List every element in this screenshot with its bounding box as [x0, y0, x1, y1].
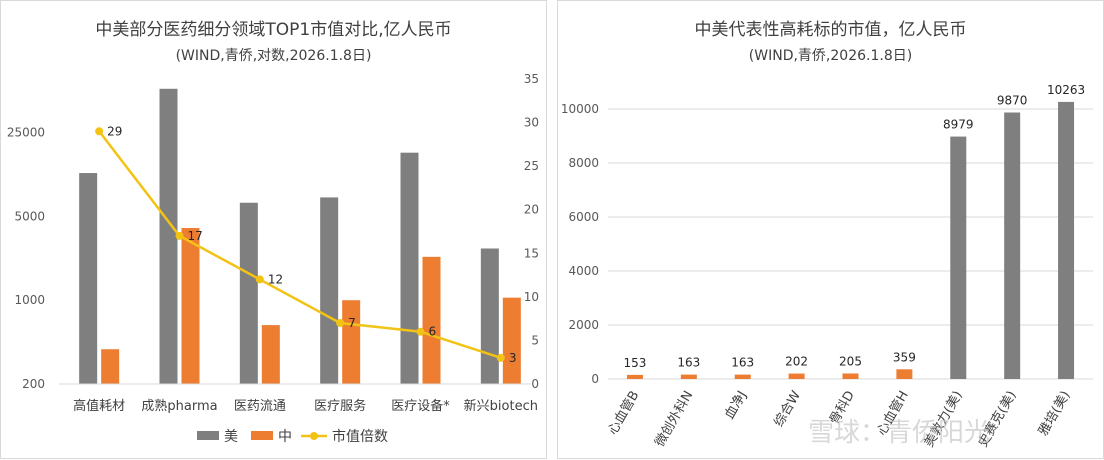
bar [950, 136, 967, 379]
line-data-label: 17 [188, 229, 203, 243]
line-marker [416, 327, 425, 336]
bar-us [320, 197, 339, 384]
legend-swatch-cn [251, 431, 273, 440]
line-data-label: 3 [509, 351, 517, 365]
y-tick-label: 2000 [568, 318, 599, 332]
y-tick-label: 25000 [7, 126, 45, 140]
y-tick-label: 8000 [568, 156, 599, 170]
y2-tick-label: 20 [524, 203, 539, 217]
line-data-label: 6 [429, 325, 437, 339]
y-tick-label: 4000 [568, 264, 599, 278]
bar [734, 374, 751, 379]
x-category-label: 医疗设备* [391, 398, 450, 414]
line-ratio [98, 130, 502, 360]
x-category-label: 医药流通 [234, 399, 286, 414]
bar-data-label: 10263 [1047, 83, 1085, 97]
left-chart-svg: 200 1000 5000 25000 0 5 10 15 20 25 30 35 高值耗材 成熟phar… [7, 72, 539, 445]
bar-data-label: 359 [893, 350, 916, 364]
y2-tick-label: 15 [524, 246, 539, 260]
bar-cn [342, 300, 361, 384]
bar [1004, 112, 1021, 379]
bar [842, 373, 859, 379]
line-marker [255, 275, 264, 284]
bar-data-label: 163 [677, 356, 700, 370]
legend-marker-ratio [310, 432, 318, 440]
line-marker [175, 231, 184, 240]
right-chart-svg: 0 2000 4000 6000 8000 10000 153 心血管B 163 微创外科N 163… [561, 83, 1093, 450]
line-data-label: 12 [268, 272, 283, 286]
y2-tick-label: 5 [531, 333, 539, 347]
bar-cn [261, 325, 280, 384]
bar-cn [101, 349, 120, 384]
line-data-label: 7 [348, 316, 356, 330]
y-tick-label: 1000 [14, 293, 45, 307]
watermark: 雪球：青侨阳光 [808, 418, 990, 448]
x-category-label: 医疗服务 [314, 398, 366, 414]
bar-data-label: 205 [839, 354, 862, 368]
y2-tick-label: 30 [524, 116, 539, 130]
legend-label-ratio: 市值倍数 [332, 428, 388, 445]
bar [626, 374, 643, 379]
bar-cn [422, 256, 441, 384]
line-data-label: 29 [107, 124, 122, 138]
bar-us [159, 88, 178, 385]
bar [788, 373, 805, 379]
left-chart-panel: 中美部分医药细分领域TOP1市值对比,亿人民币 (WIND,青侨,对数,2026… [0, 0, 547, 459]
x-category-label: 雅培(美) [1035, 388, 1073, 439]
line-marker [496, 353, 505, 362]
y-tick-label: 5000 [14, 209, 45, 223]
bar-us [79, 173, 98, 384]
y2-tick-label: 0 [531, 377, 539, 391]
x-category-label: 新兴biotech [464, 398, 538, 414]
right-chart-subtitle: (WIND,青侨,2026.1.8日) [748, 48, 913, 64]
x-category-label: 高值耗材 [73, 398, 125, 414]
bar-us [239, 202, 258, 384]
x-category-label: 微创外科N [652, 389, 696, 450]
right-chart-title: 中美代表性高耗标的市值，亿人民币 [694, 20, 967, 40]
x-category-label: 心血管B [605, 389, 642, 438]
y2-tick-label: 25 [524, 159, 539, 173]
y2-tick-label: 10 [524, 290, 539, 304]
x-category-label: 血净J [722, 389, 750, 422]
line-marker [95, 127, 104, 136]
left-chart-title: 中美部分医药细分领域TOP1市值对比,亿人民币 [95, 20, 452, 40]
y-tick-label: 200 [22, 377, 45, 391]
bar-data-label: 163 [731, 356, 754, 370]
x-category-label: 综合W [772, 388, 804, 429]
bar [1058, 101, 1075, 380]
bar-cn [181, 228, 200, 384]
bar-cn [502, 297, 521, 384]
bar [896, 369, 913, 379]
bar [680, 374, 697, 379]
right-chart-panel: 中美代表性高耗标的市值，亿人民币 (WIND,青侨,2026.1.8日) 0 20… [557, 0, 1104, 459]
left-chart-subtitle: (WIND,青侨,对数,2026.1.8日) [175, 48, 372, 64]
bar-data-label: 202 [785, 355, 808, 369]
y-tick-label: 6000 [568, 210, 599, 224]
legend-label-us: 美 [224, 429, 238, 445]
line-marker [336, 319, 345, 327]
legend-swatch-us [197, 431, 219, 440]
bar-data-label: 9870 [997, 94, 1028, 108]
bar-us [400, 152, 419, 384]
bar-data-label: 153 [623, 356, 646, 370]
y-tick-label: 0 [591, 372, 599, 386]
legend-label-cn: 中 [278, 429, 292, 445]
y2-tick-label: 35 [524, 72, 539, 86]
x-category-label: 成熟pharma [141, 398, 217, 414]
bar-data-label: 8979 [943, 118, 974, 132]
bar-us [480, 248, 499, 384]
y-tick-label: 10000 [561, 102, 599, 116]
